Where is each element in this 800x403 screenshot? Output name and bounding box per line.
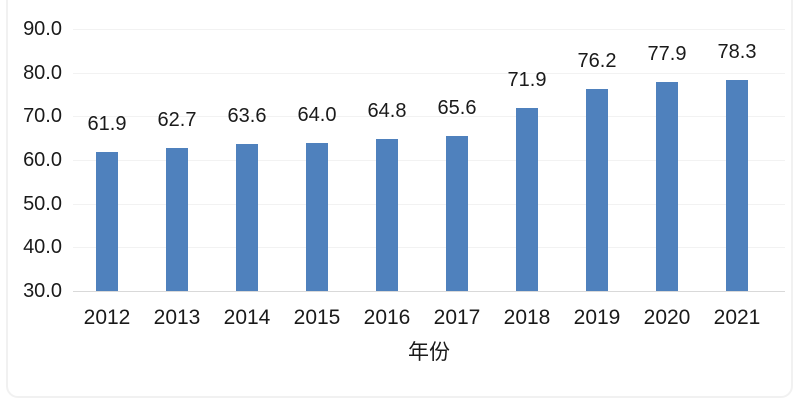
x-axis-tick-label: 2021 — [713, 306, 761, 329]
data-label-2019: 76.2 — [577, 50, 617, 73]
gridline — [73, 160, 785, 161]
x-axis-tick-label: 2019 — [573, 306, 621, 329]
bar-2021 — [726, 80, 748, 291]
x-axis-tick-label: 2017 — [433, 306, 481, 329]
y-axis-tick-label: 90.0 — [23, 18, 62, 40]
x-axis-tick-label: 2014 — [223, 306, 271, 329]
bar-2012 — [96, 151, 118, 291]
y-axis-tick-label: 70.0 — [23, 105, 62, 128]
x-axis-tick-label: 2013 — [153, 306, 201, 329]
data-label-2017: 65.6 — [437, 96, 477, 119]
y-axis-tick-label: 50.0 — [23, 192, 62, 215]
x-axis-tick-label: 2012 — [83, 306, 131, 329]
y-axis-tick-label: 60.0 — [23, 149, 62, 171]
x-axis-tick-label: 2015 — [293, 306, 341, 329]
data-label-2015: 64.0 — [297, 103, 337, 126]
bar-2019 — [586, 89, 608, 291]
data-label-2012: 61.9 — [87, 112, 127, 135]
gridline — [73, 72, 785, 74]
y-axis-tick-label: 30.0 — [23, 280, 62, 302]
x-axis-tick-label: 2016 — [363, 306, 411, 329]
gridline — [73, 116, 785, 118]
bar-2017 — [446, 135, 468, 291]
y-axis-tick-label: 40.0 — [23, 236, 62, 259]
gridline — [73, 29, 785, 30]
x-axis-title: 年份 — [408, 341, 450, 364]
bar-2016 — [376, 139, 398, 291]
x-axis-tick-label: 2020 — [643, 306, 691, 329]
data-label-2018: 71.9 — [507, 69, 547, 92]
bar-2018 — [516, 108, 538, 291]
bar-2014 — [236, 144, 258, 291]
x-axis-tick-label: 2018 — [503, 306, 551, 329]
plot-area: 61.9 62.7 63.6 64.0 64.8 65.6 71.9 76.2 77.9 78.3 — [73, 29, 785, 292]
bar-2015 — [306, 142, 328, 291]
bar-2013 — [166, 148, 188, 291]
y-axis-tick-label: 80.0 — [23, 61, 62, 84]
data-label-2020: 77.9 — [647, 42, 687, 65]
bar-2020 — [656, 81, 678, 291]
data-label-2021: 78.3 — [717, 41, 757, 64]
data-label-2013: 62.7 — [157, 109, 197, 132]
data-label-2014: 63.6 — [227, 105, 267, 128]
data-label-2016: 64.8 — [367, 100, 407, 123]
gridline — [73, 247, 785, 249]
gridline — [73, 203, 785, 205]
